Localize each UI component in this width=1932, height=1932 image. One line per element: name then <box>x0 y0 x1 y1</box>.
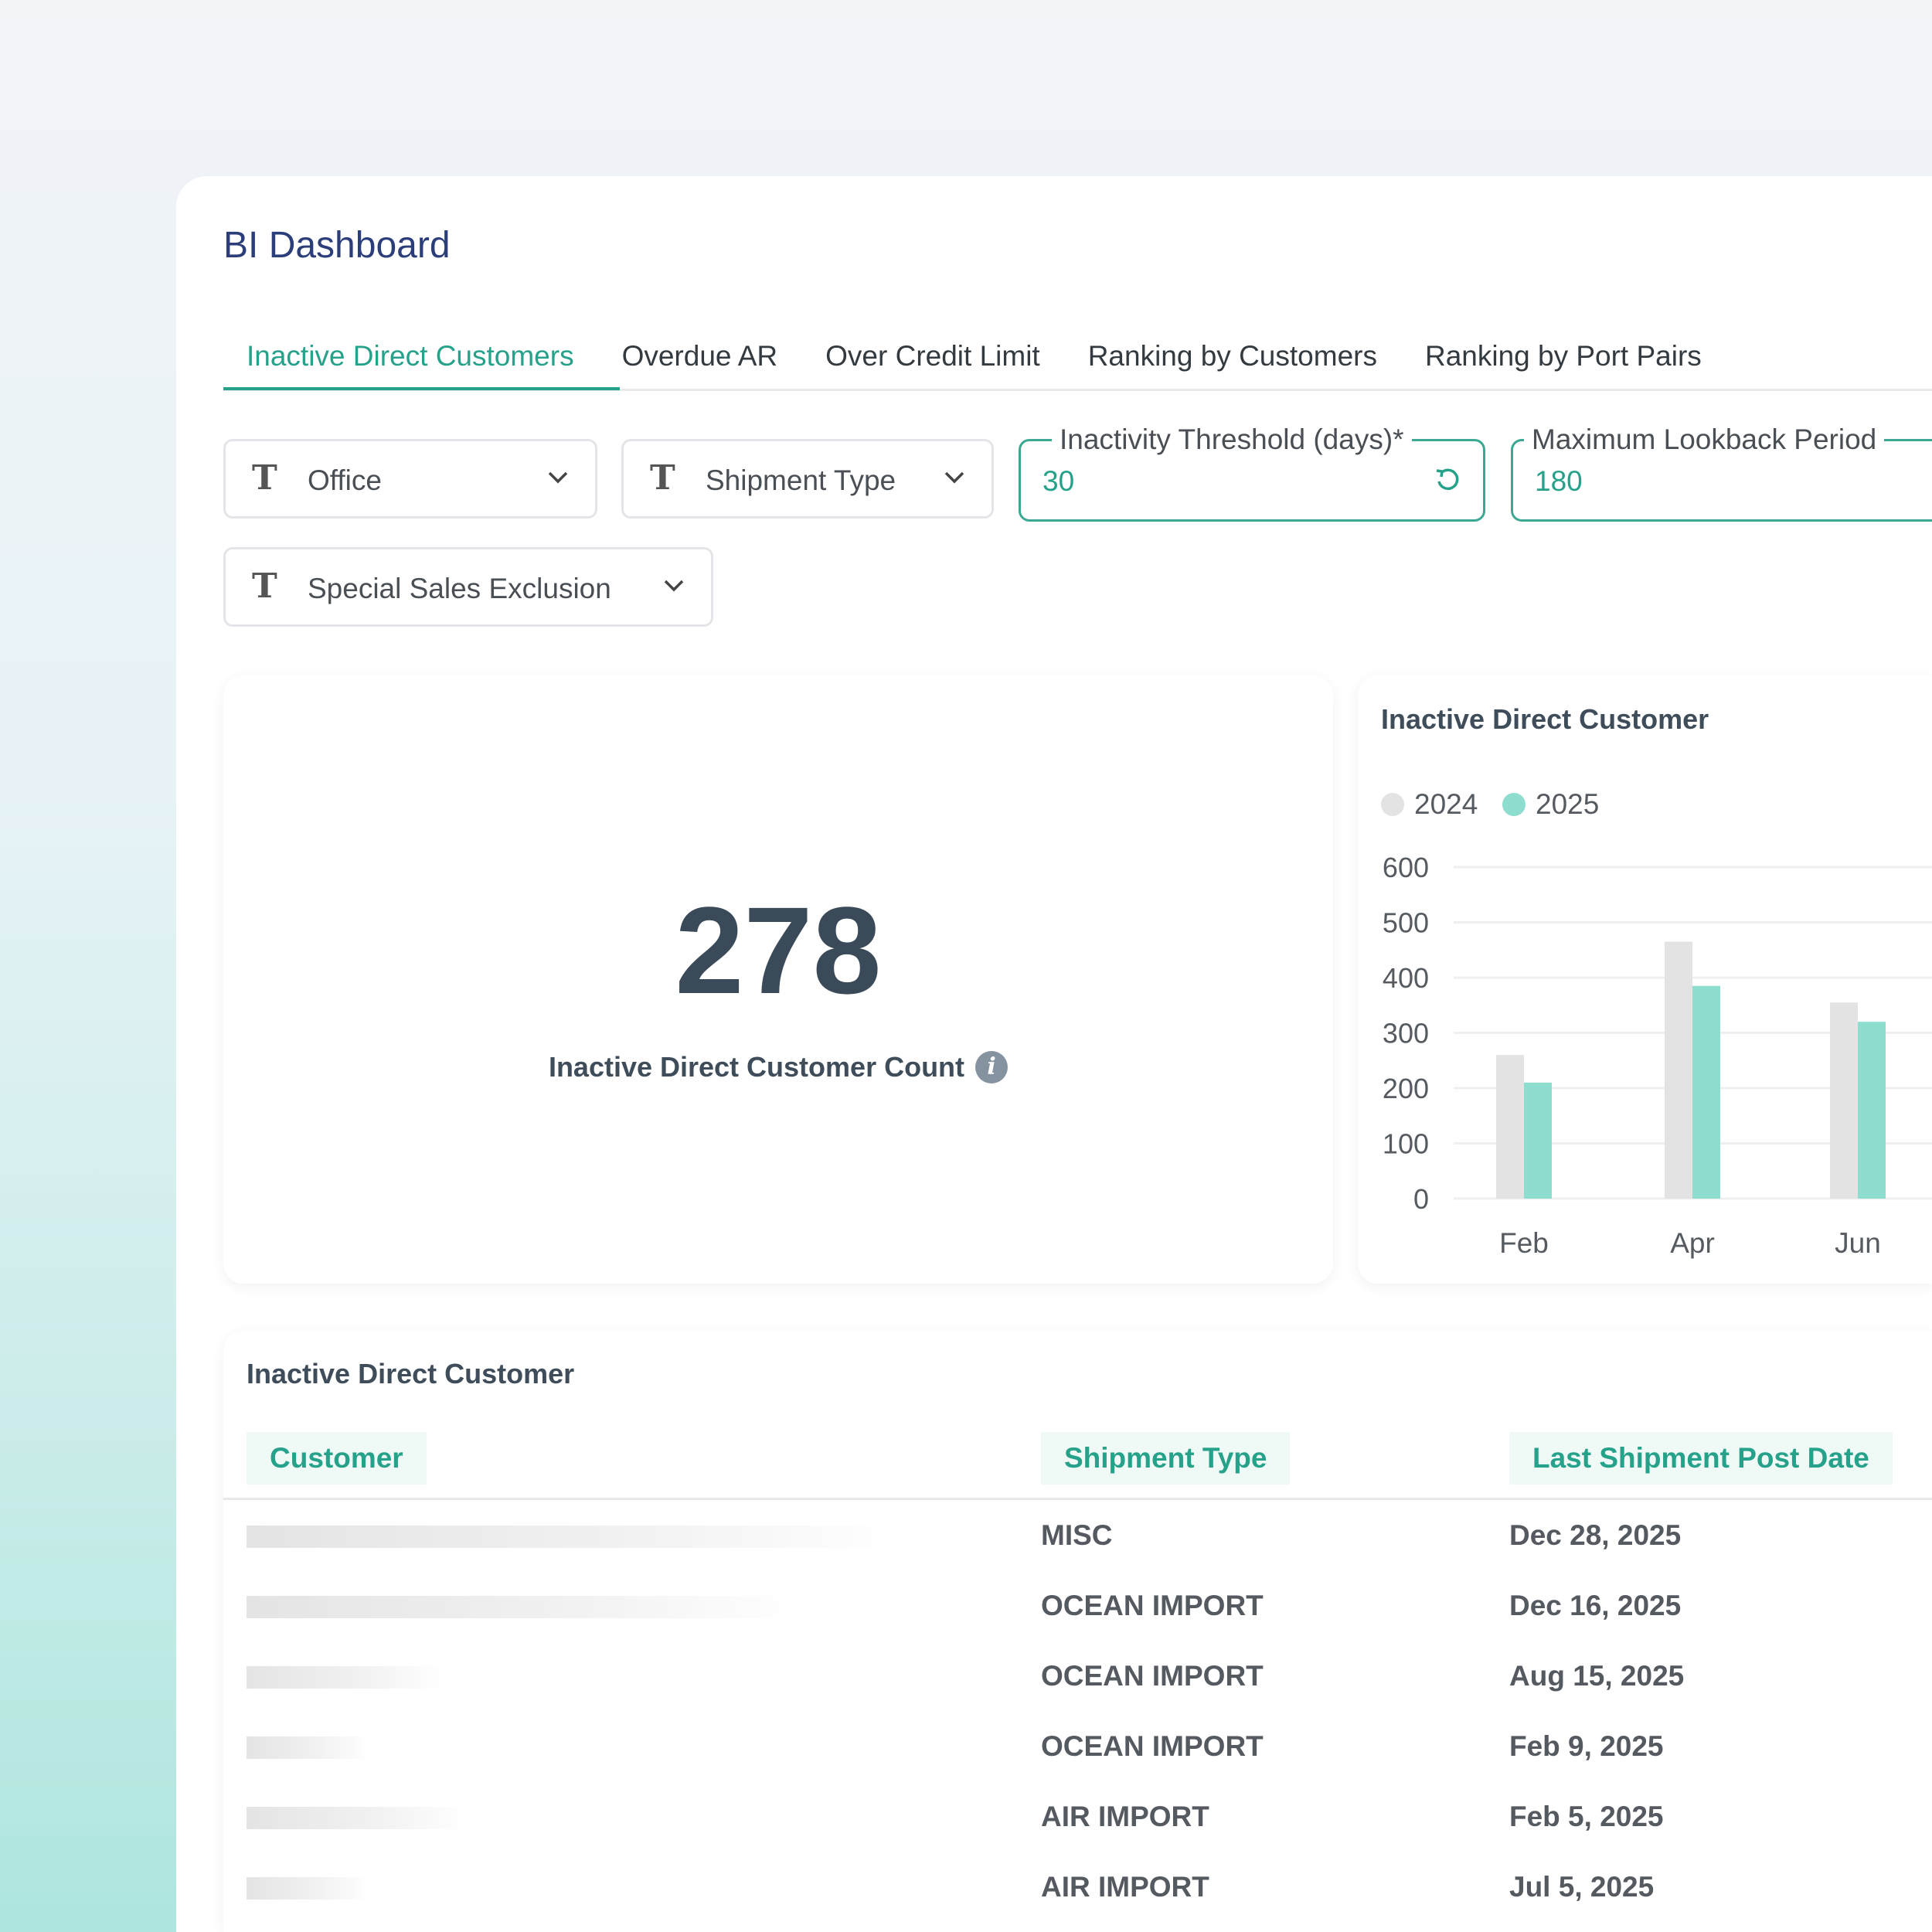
max-lookback-field[interactable]: Maximum Lookback Period <box>1511 423 1932 522</box>
cell-shipment-type: AIR IMPORT <box>1041 1871 1209 1903</box>
header-divider <box>223 1498 1932 1500</box>
chevron-down-icon <box>944 471 964 484</box>
cell-shipment-type: OCEAN IMPORT <box>1041 1730 1264 1762</box>
reset-icon[interactable] <box>1434 466 1461 494</box>
x-tick-label: Jun <box>1835 1227 1881 1259</box>
y-tick-label: 400 <box>1383 962 1429 994</box>
active-tab-indicator <box>223 387 620 390</box>
chart-title: Inactive Direct Customer <box>1381 703 1709 735</box>
bar-2025-Jun[interactable] <box>1858 1022 1886 1199</box>
special-sales-exclusion-select[interactable]: T Special Sales Exclusion <box>223 547 713 627</box>
legend-label-2024: 2024 <box>1414 788 1478 820</box>
kpi-value: 278 <box>675 881 882 1019</box>
redacted-customer-name <box>247 1666 444 1689</box>
column-header-shipment-type[interactable]: Shipment Type <box>1041 1432 1291 1485</box>
office-select-label: Office <box>308 464 382 496</box>
inactivity-threshold-label: Inactivity Threshold (days)* <box>1052 423 1412 457</box>
tab-inactive-direct-customers[interactable]: Inactive Direct Customers <box>247 340 574 372</box>
cell-last-shipment-date: Jul 5, 2025 <box>1509 1871 1655 1903</box>
info-icon[interactable]: i <box>975 1051 1009 1083</box>
kpi-panel <box>223 675 1333 1284</box>
x-tick-label: Feb <box>1499 1227 1549 1259</box>
legend-label-2025: 2025 <box>1536 788 1600 820</box>
cell-last-shipment-date: Feb 9, 2025 <box>1509 1730 1664 1762</box>
column-header-last-shipment-post-date[interactable]: Last Shipment Post Date <box>1509 1432 1893 1485</box>
shipment-type-select-label: Shipment Type <box>706 464 896 496</box>
page-title: BI Dashboard <box>223 225 451 266</box>
text-type-icon: T <box>252 458 277 498</box>
office-select[interactable]: T Office <box>223 439 597 519</box>
bar-2024-Feb[interactable] <box>1496 1055 1524 1199</box>
cell-last-shipment-date: Feb 5, 2025 <box>1509 1801 1664 1832</box>
tab-overdue-ar[interactable]: Overdue AR <box>621 340 778 372</box>
bar-2024-Jun[interactable] <box>1830 1002 1858 1199</box>
legend-dot-2025 <box>1502 793 1526 816</box>
redacted-customer-name <box>247 1807 468 1829</box>
cell-shipment-type: OCEAN IMPORT <box>1041 1660 1264 1692</box>
tab-bar: Inactive Direct Customers Overdue AR Ove… <box>247 340 1750 372</box>
y-tick-label: 200 <box>1383 1073 1429 1104</box>
y-tick-label: 100 <box>1383 1128 1429 1160</box>
legend-dot-2024 <box>1381 793 1404 816</box>
y-tick-label: 0 <box>1413 1183 1429 1215</box>
table-title: Inactive Direct Customer <box>247 1358 575 1389</box>
bar-2025-Apr[interactable] <box>1692 985 1720 1199</box>
y-tick-label: 500 <box>1383 907 1429 939</box>
tab-divider <box>223 389 1932 391</box>
cell-last-shipment-date: Dec 28, 2025 <box>1509 1519 1682 1551</box>
cell-shipment-type: OCEAN IMPORT <box>1041 1590 1264 1621</box>
inactivity-threshold-input[interactable] <box>1041 464 1276 498</box>
chevron-down-icon <box>548 471 568 484</box>
tab-ranking-by-port-pairs[interactable]: Ranking by Port Pairs <box>1424 340 1702 372</box>
redacted-customer-name <box>247 1526 900 1548</box>
column-header-customer[interactable]: Customer <box>247 1432 427 1485</box>
kpi-label-row: Inactive Direct Customer Count i <box>223 1051 1333 1083</box>
chevron-down-icon <box>664 580 684 592</box>
bar-chart: 0 100 200 300 400 500 600 Feb Apr Jun <box>1383 852 1932 1259</box>
bar-2025-Feb[interactable] <box>1524 1082 1552 1199</box>
cell-last-shipment-date: Dec 16, 2025 <box>1509 1590 1682 1621</box>
cell-shipment-type: MISC <box>1041 1519 1113 1551</box>
max-lookback-input[interactable] <box>1533 464 1768 498</box>
table-panel <box>223 1331 1932 1932</box>
inactivity-threshold-field[interactable]: Inactivity Threshold (days)* <box>1019 423 1485 522</box>
text-type-icon: T <box>650 458 675 498</box>
max-lookback-label: Maximum Lookback Period <box>1524 423 1885 457</box>
bar-2024-Apr[interactable] <box>1665 941 1692 1199</box>
shipment-type-select[interactable]: T Shipment Type <box>621 439 994 519</box>
y-tick-label: 600 <box>1383 852 1429 883</box>
cell-last-shipment-date: Aug 15, 2025 <box>1509 1660 1685 1692</box>
redacted-customer-name <box>247 1877 370 1900</box>
text-type-icon: T <box>252 566 277 606</box>
kpi-label: Inactive Direct Customer Count <box>548 1051 965 1083</box>
x-tick-label: Apr <box>1670 1227 1715 1259</box>
special-sales-exclusion-label: Special Sales Exclusion <box>308 573 611 604</box>
y-tick-label: 300 <box>1383 1018 1429 1049</box>
tab-over-credit-limit[interactable]: Over Credit Limit <box>825 340 1040 372</box>
cell-shipment-type: AIR IMPORT <box>1041 1801 1209 1832</box>
redacted-customer-name <box>247 1596 801 1618</box>
redacted-customer-name <box>247 1736 370 1759</box>
tab-ranking-by-customers[interactable]: Ranking by Customers <box>1087 340 1377 372</box>
